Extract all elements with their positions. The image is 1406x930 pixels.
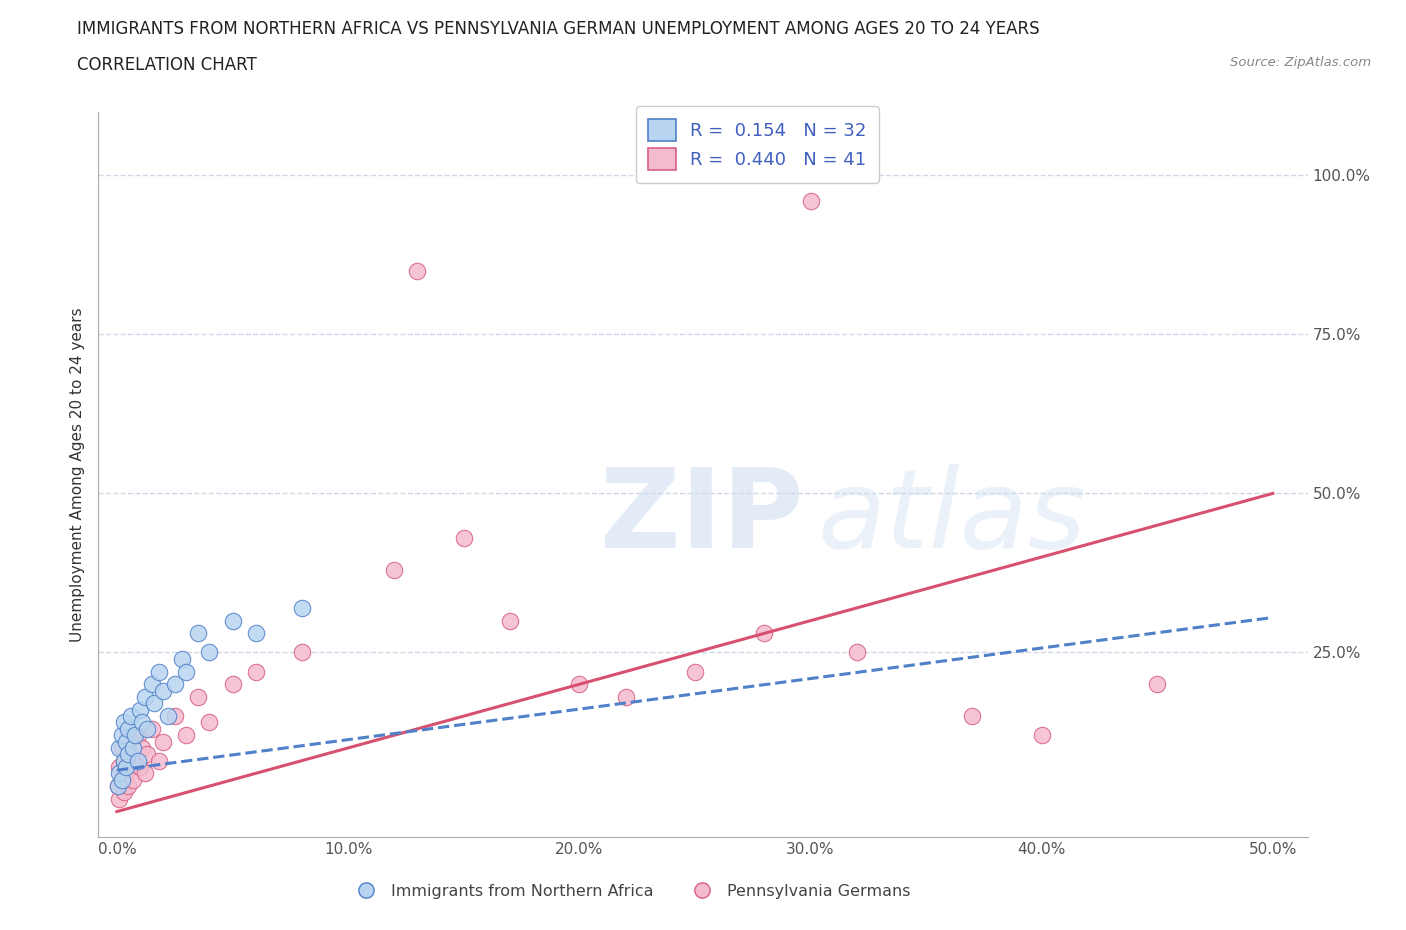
Point [108,791,131,806]
Point [148,664,170,679]
Point [291,645,314,660]
Point [108,766,131,781]
Point [107,778,129,793]
Text: CORRELATION CHART: CORRELATION CHART [77,56,257,73]
Point [136,747,159,762]
Point [120,709,142,724]
Point [122,772,145,787]
Text: ZIP: ZIP [600,464,804,571]
Point [1146,677,1168,692]
Point [117,778,139,793]
Point [152,684,174,698]
Point [174,664,197,679]
Point [291,601,314,616]
Point [122,740,145,755]
Point [174,728,197,743]
Point [187,626,209,641]
Legend: Immigrants from Northern Africa, Pennsylvania Germans: Immigrants from Northern Africa, Pennsyl… [343,877,917,905]
Point [112,785,135,800]
Point [962,709,984,724]
Point [112,753,135,768]
Point [115,734,138,749]
Text: atlas: atlas [818,464,1087,571]
Text: Source: ZipAtlas.com: Source: ZipAtlas.com [1230,56,1371,69]
Point [117,747,139,762]
Point [152,734,174,749]
Point [156,709,179,724]
Point [112,715,135,730]
Point [108,760,131,775]
Point [198,715,221,730]
Point [245,664,267,679]
Point [115,766,138,781]
Point [1031,728,1053,743]
Point [141,722,163,737]
Point [499,613,522,628]
Point [131,715,153,730]
Point [382,563,405,578]
Point [568,677,591,692]
Y-axis label: Unemployment Among Ages 20 to 24 years: Unemployment Among Ages 20 to 24 years [70,307,86,642]
Point [124,753,146,768]
Point [614,689,637,704]
Point [129,702,152,717]
Point [170,651,193,666]
Point [683,664,706,679]
Point [117,747,139,762]
Point [107,778,129,793]
Point [124,728,146,743]
Point [142,696,165,711]
Point [115,760,138,775]
Point [136,722,159,737]
Point [163,709,186,724]
Point [120,734,142,749]
Point [245,626,267,641]
Point [148,753,170,768]
Point [221,677,243,692]
Point [754,626,776,641]
Point [127,753,149,768]
Point [131,740,153,755]
Point [134,689,156,704]
Point [110,740,132,755]
Point [187,689,209,704]
Point [163,677,186,692]
Point [129,760,152,775]
Point [453,530,475,545]
Point [221,613,243,628]
Point [112,753,135,768]
Point [110,772,132,787]
Point [110,728,132,743]
Text: IMMIGRANTS FROM NORTHERN AFRICA VS PENNSYLVANIA GERMAN UNEMPLOYMENT AMONG AGES 2: IMMIGRANTS FROM NORTHERN AFRICA VS PENNS… [77,20,1040,38]
Point [406,263,429,278]
Point [134,766,156,781]
Point [141,677,163,692]
Point [110,772,132,787]
Point [108,740,131,755]
Point [845,645,868,660]
Point [117,722,139,737]
Point [127,728,149,743]
Point [198,645,221,660]
Point [799,193,821,208]
